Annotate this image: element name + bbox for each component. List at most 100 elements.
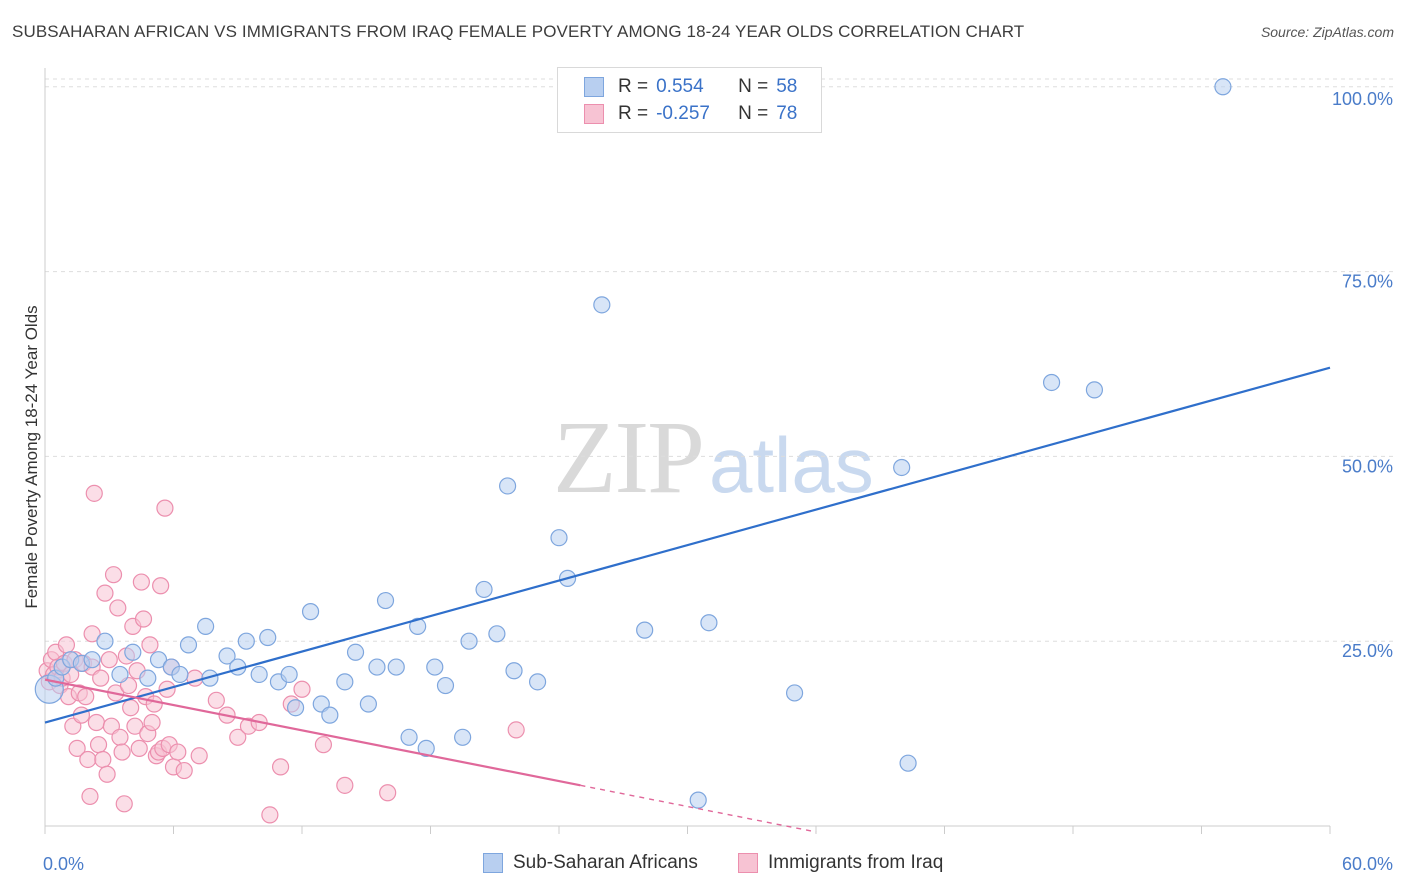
subsaharan-point <box>409 617 427 636</box>
subsaharan-point <box>528 673 547 691</box>
subsaharan-point <box>436 676 455 695</box>
subsaharan-points <box>34 78 1232 809</box>
iraq-point <box>100 651 118 669</box>
subsaharan-point <box>376 591 395 610</box>
subsaharan-point <box>124 643 142 661</box>
subsaharan-point <box>899 754 917 772</box>
x-tick-label-max: 60.0% <box>1342 854 1393 874</box>
subsaharan-point <box>400 728 418 746</box>
iraq-points <box>38 484 525 824</box>
y-tick-label: 25.0% <box>1342 641 1393 661</box>
subsaharan-point <box>426 658 444 676</box>
iraq-point <box>83 625 101 643</box>
iraq-point <box>111 728 129 746</box>
subsaharan-point <box>550 529 568 547</box>
iraq-point <box>130 739 148 757</box>
iraq-point <box>104 566 123 584</box>
subsaharan-point <box>280 665 298 684</box>
iraq-point <box>77 688 95 706</box>
subsaharan-point <box>237 632 255 650</box>
iraq-point <box>156 499 174 517</box>
subsaharan-point <box>286 699 305 717</box>
iraq-point <box>92 669 110 687</box>
subsaharan-point <box>636 621 654 639</box>
iraq-point <box>271 758 290 776</box>
n-label: N = <box>738 76 769 97</box>
iraq-point <box>113 743 131 761</box>
subsaharan-point <box>460 632 478 650</box>
legend-row-blue: R = 0.554 N = 58 <box>584 74 797 100</box>
iraq-point <box>81 787 99 806</box>
pink-swatch <box>584 104 604 124</box>
subsaharan-point <box>454 728 472 746</box>
iraq-point <box>190 747 208 765</box>
n-value: 58 <box>776 76 798 97</box>
legend-item-subsaharan: Sub-Saharan Africans <box>483 852 698 874</box>
r-label: R = <box>618 103 649 124</box>
subsaharan-point <box>83 651 101 669</box>
chart-title: SUBSAHARAN AFRICAN VS IMMIGRANTS FROM IR… <box>12 22 1025 41</box>
subsaharan-point <box>96 632 114 650</box>
r-value: -0.257 <box>656 103 710 124</box>
subsaharan-point <box>139 669 157 687</box>
subsaharan-point <box>218 647 236 665</box>
iraq-point <box>143 713 161 732</box>
iraq-point <box>57 636 76 654</box>
subsaharan-point <box>179 636 198 654</box>
subsaharan-point <box>689 791 707 809</box>
y-tick-label: 75.0% <box>1342 272 1393 292</box>
subsaharan-point <box>387 658 405 676</box>
subsaharan-point <box>475 580 493 599</box>
subsaharan-point <box>700 614 718 632</box>
tick-labels: 25.0% 50.0% 75.0% 100.0% 0.0% 60.0% <box>43 89 1393 874</box>
r-value: 0.554 <box>656 76 704 97</box>
subsaharan-point <box>171 665 189 684</box>
subsaharan-point <box>593 296 611 314</box>
iraq-point <box>132 573 150 591</box>
iraq-point <box>261 806 279 824</box>
subsaharan-point <box>149 651 168 669</box>
iraq-point <box>109 599 127 617</box>
legend-label-iraq: Immigrants from Iraq <box>768 852 944 873</box>
y-tick-label: 100.0% <box>1332 89 1393 109</box>
source-credit: Source: ZipAtlas.com <box>1260 24 1394 40</box>
subsaharan-point <box>111 665 129 684</box>
iraq-point <box>122 699 140 717</box>
subsaharan-point <box>505 662 523 680</box>
iraq-point <box>68 739 86 757</box>
blue-swatch <box>483 853 503 873</box>
blue-swatch <box>584 77 604 97</box>
iraq-point <box>94 750 112 769</box>
iraq-point <box>126 717 144 735</box>
subsaharan-point <box>359 695 377 713</box>
r-label: R = <box>618 76 649 97</box>
iraq-trend-line <box>44 678 581 787</box>
axes <box>44 68 1331 834</box>
subsaharan-point <box>301 603 320 621</box>
iraq-point <box>89 736 108 754</box>
iraq-point <box>293 680 311 698</box>
y-axis-label: Female Poverty Among 18-24 Year Olds <box>22 305 41 608</box>
iraq-point <box>336 776 354 794</box>
legend-item-iraq: Immigrants from Iraq <box>738 852 943 874</box>
iraq-point <box>145 695 163 713</box>
subsaharan-point <box>250 665 268 684</box>
subsaharan-point <box>259 628 277 647</box>
subsaharan-point <box>1214 78 1232 96</box>
iraq-point <box>98 765 116 783</box>
iraq-point <box>379 784 397 802</box>
y-tick-label: 50.0% <box>1342 456 1393 476</box>
subsaharan-point <box>1085 381 1104 399</box>
subsaharan-point <box>368 658 386 676</box>
series-legend: Sub-Saharan Africans Immigrants from Ira… <box>0 852 1406 878</box>
subsaharan-point <box>785 684 804 702</box>
correlation-legend: R = 0.554 N = 58 R = -0.257 N = 78 <box>557 67 822 133</box>
iraq-point <box>96 584 114 602</box>
iraq-point <box>134 610 153 628</box>
subsaharan-point <box>488 625 506 643</box>
iraq-point <box>169 743 187 761</box>
subsaharan-trend-line <box>44 366 1331 724</box>
legend-label-subsaharan: Sub-Saharan Africans <box>513 852 698 873</box>
n-value: 78 <box>776 103 798 124</box>
iraq-point <box>507 721 525 739</box>
